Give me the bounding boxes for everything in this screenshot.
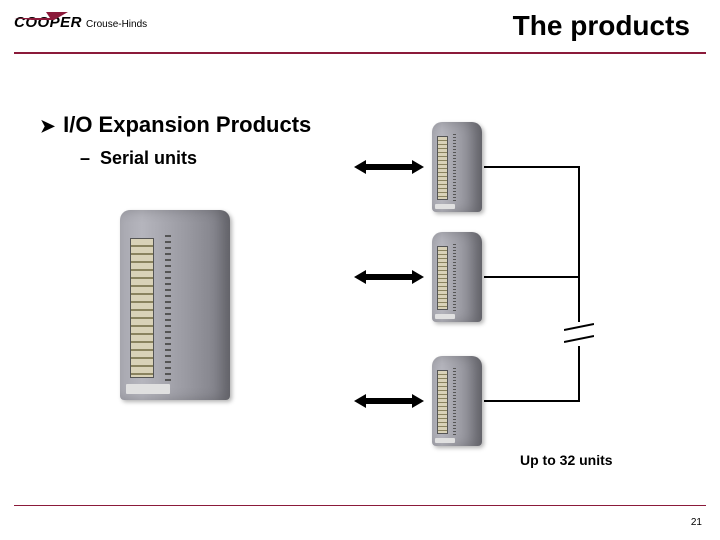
diagram-caption: Up to 32 units: [520, 452, 613, 468]
unit-small-1: [432, 122, 482, 212]
double-arrow-icon: [354, 160, 424, 174]
double-arrow-icon: [354, 394, 424, 408]
unit-label: [126, 384, 170, 394]
unit-small-3: [432, 356, 482, 446]
unit-large: [120, 210, 230, 400]
logo: COOPER Crouse-Hinds: [14, 14, 147, 31]
unit-body: [120, 210, 230, 400]
page-title: The products: [513, 10, 690, 42]
bus-h3: [484, 400, 580, 402]
bus-h2: [484, 276, 580, 278]
title-divider: [14, 52, 706, 54]
footer-divider: [14, 505, 706, 506]
unit-terminals: [130, 238, 154, 378]
logo-brand2: Crouse-Hinds: [86, 19, 147, 30]
unit-vent: [165, 235, 171, 385]
bus-h1: [484, 166, 580, 168]
bus-vertical: [578, 166, 580, 400]
bullet-level2: Serial units: [80, 148, 197, 169]
unit-small-2: [432, 232, 482, 322]
logo-accent-icon: [14, 12, 74, 30]
page-number: 21: [691, 517, 702, 528]
bus-break-icon: [564, 322, 594, 342]
double-arrow-icon: [354, 270, 424, 284]
bullet-level1: I/O Expansion Products: [40, 112, 311, 138]
